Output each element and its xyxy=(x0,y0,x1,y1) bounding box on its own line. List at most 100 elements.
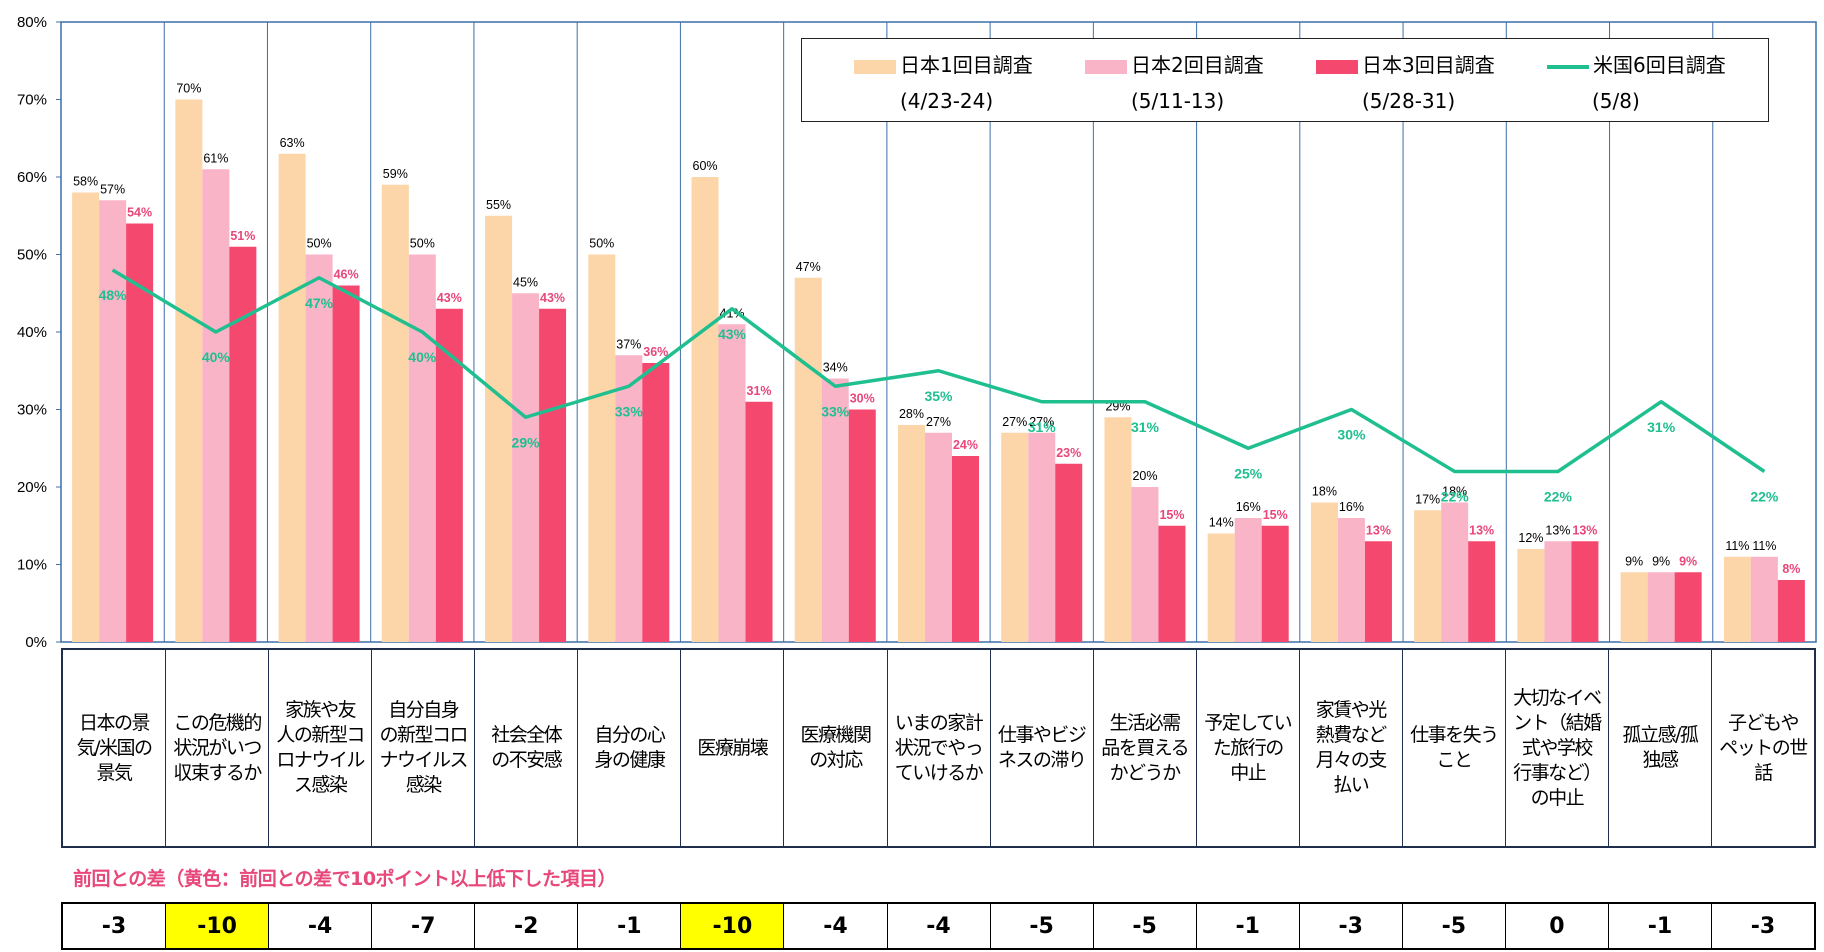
bar-data-label: 24% xyxy=(953,438,978,452)
bar-data-label: 45% xyxy=(513,275,538,289)
bar xyxy=(1571,541,1599,642)
category-label: 孤立感/孤 独感 xyxy=(1609,650,1712,846)
diff-title: 前回との差（黄色：前回との差で10ポイント以上低下した項目） xyxy=(73,868,617,890)
bar-data-label: 9% xyxy=(1679,554,1697,568)
line-data-label: 22% xyxy=(1544,489,1573,505)
bar xyxy=(1207,533,1235,642)
category-label: 仕事を失う こと xyxy=(1403,650,1506,846)
legend-item-us6: 米国6回目調査 xyxy=(1547,49,1726,78)
bar xyxy=(1131,487,1159,642)
diff-cell: -4 xyxy=(888,904,991,948)
legend-swatch-jp3 xyxy=(1316,59,1358,74)
diff-cell: -3 xyxy=(63,904,167,948)
y-tick-label: 10% xyxy=(17,557,47,574)
category-label: いまの家計 状況でやっ ていけるか xyxy=(888,650,991,846)
category-label: 家賃や光 熱費など 月々の支 払い xyxy=(1300,650,1403,846)
bar-data-label: 14% xyxy=(1209,516,1234,530)
category-label: 日本の景 気/米国の 景気 xyxy=(63,650,167,846)
bar-data-label: 57% xyxy=(100,182,125,196)
bar xyxy=(1310,502,1338,642)
diff-cell: -3 xyxy=(1300,904,1403,948)
bar xyxy=(1468,541,1496,642)
bar-data-label: 51% xyxy=(230,229,255,243)
bar-data-label: 28% xyxy=(899,407,924,421)
diff-cell: -7 xyxy=(372,904,476,948)
bar-data-label: 46% xyxy=(334,268,359,282)
y-tick-label: 30% xyxy=(17,402,47,419)
line-data-label: 43% xyxy=(718,326,747,342)
bar xyxy=(821,378,849,642)
diff-cell: -3 xyxy=(1750,913,1776,939)
bar xyxy=(952,456,979,642)
bar xyxy=(1261,525,1289,642)
category-label: 家族や友 人の新型コ ロナウイル ス感染 xyxy=(269,650,373,846)
legend-period-jp3: (5/28-31) xyxy=(1362,89,1456,113)
diff-row: -3 -10 -4 -7 -2 -1 -10 -4 -4 -5 -5 -1 -3 -5 0 -1 -3 xyxy=(61,902,1816,950)
bar xyxy=(1104,417,1132,642)
legend-label-jp1: 日本1回目調査 xyxy=(900,53,1033,77)
bar xyxy=(1055,463,1083,642)
bar xyxy=(718,324,746,642)
bar-data-label: 18% xyxy=(1312,485,1337,499)
diff-cell: -10 xyxy=(166,904,270,948)
bar xyxy=(1777,580,1805,642)
bar xyxy=(615,355,643,642)
bar-data-label: 18% xyxy=(1442,485,1467,499)
y-tick-label: 80% xyxy=(17,14,47,31)
legend: 日本1回目調査 (4/23-24) 日本2回目調査 (5/11-13) 日本3回… xyxy=(801,38,1769,122)
line-data-label: 31% xyxy=(1647,419,1676,435)
legend-label-jp2: 日本2回目調査 xyxy=(1131,53,1264,77)
line-data-label: 35% xyxy=(924,388,953,404)
bar xyxy=(99,200,127,642)
bar xyxy=(408,254,436,642)
y-tick-label: 60% xyxy=(17,169,47,186)
legend-swatch-jp2 xyxy=(1085,59,1127,74)
bar-data-label: 55% xyxy=(486,198,511,212)
category-label: 医療崩壊 xyxy=(681,650,785,846)
bar xyxy=(485,215,513,642)
bar-data-label: 31% xyxy=(747,384,772,398)
category-label: 自分の心 身の健康 xyxy=(578,650,682,846)
bar-data-label: 36% xyxy=(643,345,668,359)
bar xyxy=(848,409,876,642)
bar xyxy=(175,99,203,642)
bar xyxy=(588,254,616,642)
bar-data-label: 16% xyxy=(1236,500,1261,514)
line-data-label: 48% xyxy=(99,287,128,303)
line-data-label: 33% xyxy=(615,403,644,419)
bar xyxy=(1441,502,1469,642)
bar xyxy=(1337,518,1365,642)
category-label: 子どもや ペットの世 話 xyxy=(1719,711,1808,784)
bar xyxy=(305,254,333,642)
bar-data-label: 30% xyxy=(850,392,875,406)
bar xyxy=(1544,541,1572,642)
line-data-label: 29% xyxy=(512,434,541,450)
bar-data-label: 59% xyxy=(383,167,408,181)
bar-data-label: 41% xyxy=(720,306,745,320)
bar-data-label: 54% xyxy=(127,206,152,220)
category-label: 大切なイベ ント（結婚 式や学校 行事など） の中止 xyxy=(1506,650,1609,846)
diff-cell: -4 xyxy=(269,904,373,948)
bar xyxy=(381,184,409,642)
legend-item-jp2: 日本2回目調査 xyxy=(1085,49,1264,78)
bar-data-label: 15% xyxy=(1263,508,1288,522)
bar xyxy=(691,177,719,642)
bar xyxy=(229,246,257,642)
category-label: この危機的 状況がいつ 収束するか xyxy=(166,650,270,846)
bar xyxy=(435,308,463,642)
bar-data-label: 9% xyxy=(1625,554,1643,568)
bar-data-label: 11% xyxy=(1725,539,1749,553)
bar-data-label: 58% xyxy=(73,175,98,189)
bar-data-label: 50% xyxy=(410,237,435,251)
y-tick-label: 70% xyxy=(17,92,47,109)
y-tick-label: 0% xyxy=(25,634,47,650)
line-data-label: 33% xyxy=(821,403,850,419)
bar-data-label: 43% xyxy=(437,291,462,305)
bar-data-label: 13% xyxy=(1545,523,1570,537)
bar xyxy=(1750,556,1778,642)
line-data-label: 31% xyxy=(1131,419,1160,435)
bar xyxy=(512,293,540,642)
bar xyxy=(1414,510,1442,642)
bar xyxy=(1674,572,1702,642)
y-tick-label: 50% xyxy=(17,247,47,264)
